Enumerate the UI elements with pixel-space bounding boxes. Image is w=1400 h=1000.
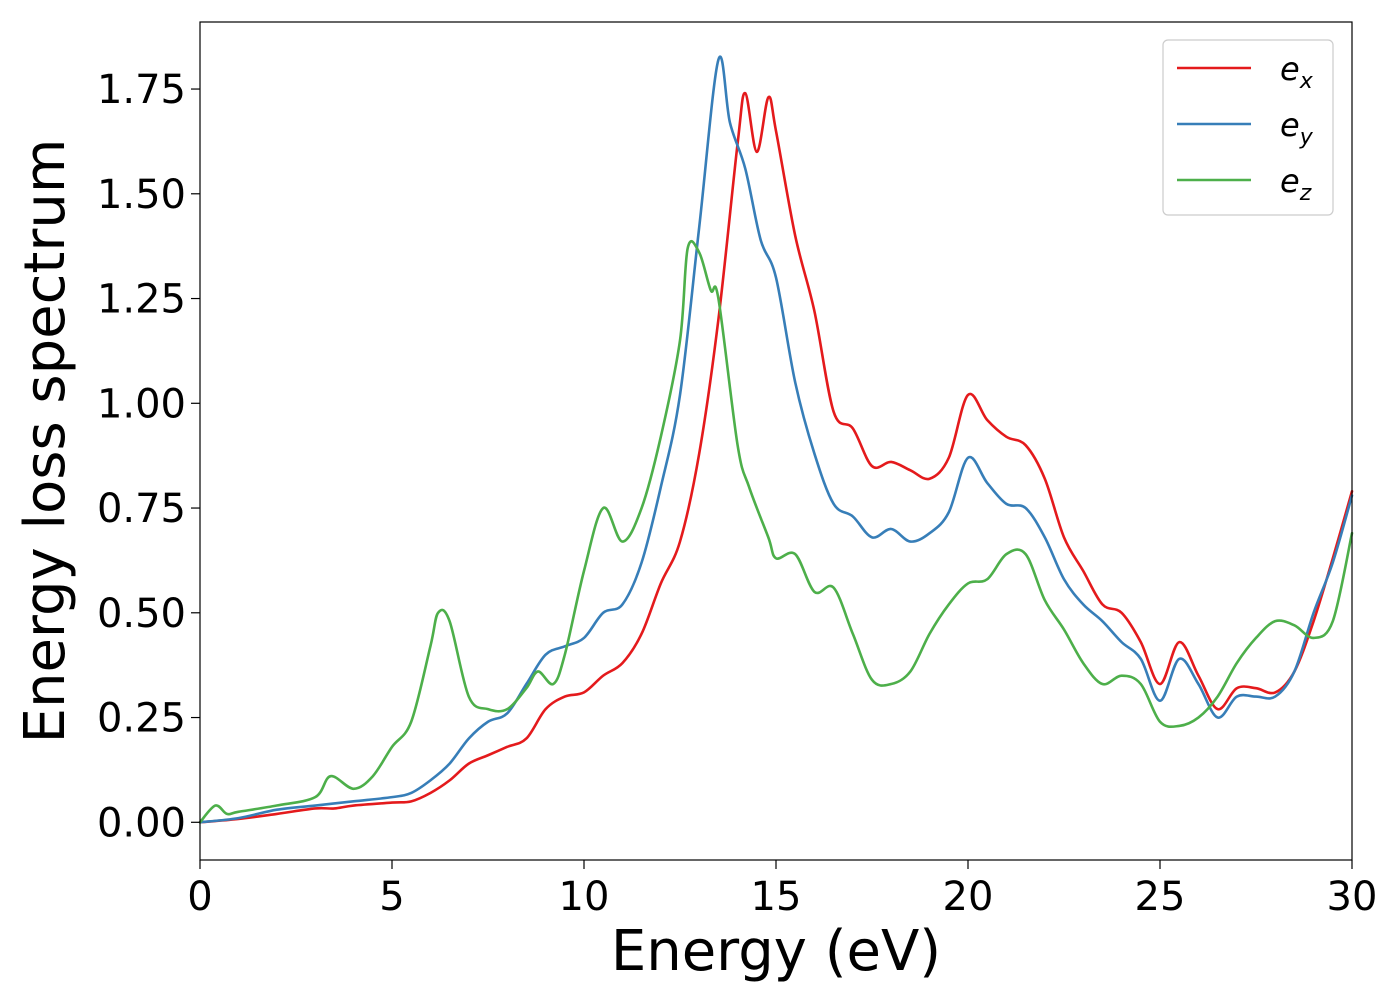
legend-label: ey: [1280, 106, 1314, 150]
y-tick-label: 0.50: [97, 591, 186, 637]
y-tick-label: 1.50: [97, 172, 186, 218]
legend-label: ex: [1280, 50, 1314, 94]
legend: ex ey ez: [1162, 39, 1334, 216]
series-line-e-y: [198, 55, 1354, 824]
y-tick-label: 0.25: [97, 696, 186, 742]
legend-label: ez: [1280, 162, 1312, 206]
x-tick-label: 20: [943, 874, 994, 920]
y-axis-title: Energy loss spectrum: [13, 139, 78, 744]
y-axis: 0.00 0.25 0.50 0.75 1.00 1.25 1.50 1.75: [97, 67, 200, 846]
y-tick-label: 0.75: [97, 486, 186, 532]
x-tick-label: 5: [379, 874, 404, 920]
x-tick-label: 10: [559, 874, 610, 920]
x-tick-label: 0: [187, 874, 212, 920]
y-tick-label: 1.25: [97, 277, 186, 323]
y-tick-label: 1.00: [97, 381, 186, 427]
series-line-e-z: [198, 239, 1354, 824]
y-tick-label: 1.75: [97, 67, 186, 113]
x-tick-label: 30: [1327, 874, 1378, 920]
x-tick-label: 15: [751, 874, 802, 920]
x-tick-label: 25: [1135, 874, 1186, 920]
x-axis: 0 5 10 15 20 25 30: [187, 860, 1377, 920]
series-layer: [198, 55, 1354, 824]
y-tick-label: 0.00: [97, 800, 186, 846]
plot-area: [198, 21, 1354, 861]
series-line-e-x: [198, 91, 1354, 824]
legend-box: [1162, 39, 1334, 216]
x-axis-title: Energy (eV): [611, 919, 941, 984]
